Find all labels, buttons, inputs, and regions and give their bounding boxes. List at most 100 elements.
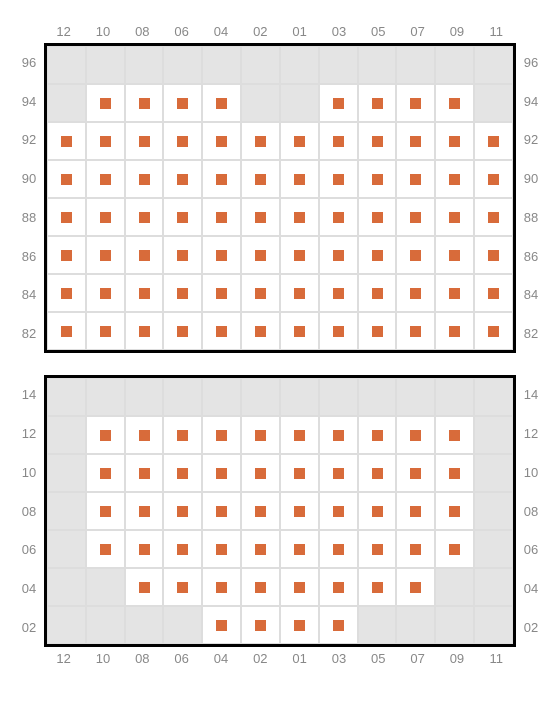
slot-active[interactable] [125, 492, 164, 530]
slot-active[interactable] [435, 84, 474, 122]
slot-active[interactable] [396, 568, 435, 606]
slot-active[interactable] [125, 122, 164, 160]
slot-active[interactable] [474, 236, 513, 274]
slot-active[interactable] [358, 530, 397, 568]
slot-active[interactable] [47, 312, 86, 350]
slot-active[interactable] [86, 122, 125, 160]
slot-active[interactable] [125, 236, 164, 274]
slot-active[interactable] [202, 122, 241, 160]
slot-active[interactable] [319, 530, 358, 568]
slot-active[interactable] [125, 84, 164, 122]
slot-active[interactable] [319, 454, 358, 492]
slot-active[interactable] [358, 492, 397, 530]
slot-active[interactable] [435, 530, 474, 568]
slot-active[interactable] [86, 530, 125, 568]
slot-active[interactable] [47, 122, 86, 160]
slot-active[interactable] [396, 198, 435, 236]
slot-active[interactable] [319, 274, 358, 312]
slot-active[interactable] [358, 84, 397, 122]
slot-active[interactable] [396, 312, 435, 350]
slot-active[interactable] [358, 160, 397, 198]
slot-active[interactable] [396, 274, 435, 312]
slot-active[interactable] [396, 122, 435, 160]
slot-active[interactable] [319, 312, 358, 350]
slot-active[interactable] [435, 416, 474, 454]
slot-active[interactable] [163, 84, 202, 122]
slot-active[interactable] [280, 160, 319, 198]
slot-active[interactable] [280, 198, 319, 236]
slot-active[interactable] [319, 160, 358, 198]
slot-active[interactable] [163, 530, 202, 568]
slot-active[interactable] [319, 198, 358, 236]
slot-active[interactable] [358, 568, 397, 606]
slot-active[interactable] [358, 416, 397, 454]
slot-active[interactable] [358, 454, 397, 492]
slot-active[interactable] [280, 274, 319, 312]
slot-active[interactable] [86, 236, 125, 274]
slot-active[interactable] [86, 492, 125, 530]
slot-active[interactable] [202, 606, 241, 644]
slot-active[interactable] [163, 492, 202, 530]
slot-active[interactable] [241, 454, 280, 492]
slot-active[interactable] [163, 312, 202, 350]
slot-active[interactable] [358, 312, 397, 350]
slot-active[interactable] [474, 160, 513, 198]
slot-active[interactable] [86, 274, 125, 312]
slot-active[interactable] [435, 274, 474, 312]
slot-active[interactable] [47, 198, 86, 236]
slot-active[interactable] [202, 568, 241, 606]
slot-active[interactable] [280, 312, 319, 350]
slot-active[interactable] [358, 122, 397, 160]
slot-active[interactable] [241, 606, 280, 644]
slot-active[interactable] [86, 312, 125, 350]
slot-active[interactable] [435, 122, 474, 160]
slot-active[interactable] [202, 160, 241, 198]
slot-active[interactable] [319, 416, 358, 454]
slot-active[interactable] [202, 416, 241, 454]
slot-active[interactable] [241, 416, 280, 454]
slot-active[interactable] [241, 198, 280, 236]
slot-active[interactable] [163, 568, 202, 606]
slot-active[interactable] [202, 530, 241, 568]
slot-active[interactable] [319, 122, 358, 160]
slot-active[interactable] [125, 198, 164, 236]
slot-active[interactable] [280, 492, 319, 530]
slot-active[interactable] [125, 312, 164, 350]
slot-active[interactable] [358, 236, 397, 274]
slot-active[interactable] [202, 84, 241, 122]
slot-active[interactable] [280, 236, 319, 274]
slot-active[interactable] [474, 198, 513, 236]
slot-active[interactable] [358, 274, 397, 312]
slot-active[interactable] [474, 274, 513, 312]
slot-active[interactable] [280, 454, 319, 492]
slot-active[interactable] [125, 454, 164, 492]
slot-active[interactable] [280, 568, 319, 606]
slot-active[interactable] [241, 568, 280, 606]
slot-active[interactable] [241, 274, 280, 312]
slot-active[interactable] [319, 568, 358, 606]
slot-active[interactable] [202, 454, 241, 492]
slot-active[interactable] [474, 312, 513, 350]
slot-active[interactable] [280, 122, 319, 160]
slot-active[interactable] [125, 530, 164, 568]
slot-active[interactable] [319, 492, 358, 530]
slot-active[interactable] [396, 454, 435, 492]
slot-active[interactable] [358, 198, 397, 236]
slot-active[interactable] [241, 530, 280, 568]
slot-active[interactable] [435, 160, 474, 198]
slot-active[interactable] [202, 236, 241, 274]
slot-active[interactable] [202, 198, 241, 236]
slot-active[interactable] [474, 122, 513, 160]
slot-active[interactable] [241, 236, 280, 274]
slot-active[interactable] [47, 236, 86, 274]
slot-active[interactable] [435, 312, 474, 350]
slot-active[interactable] [86, 198, 125, 236]
slot-active[interactable] [86, 416, 125, 454]
slot-active[interactable] [241, 160, 280, 198]
slot-active[interactable] [163, 122, 202, 160]
slot-active[interactable] [435, 454, 474, 492]
slot-active[interactable] [241, 492, 280, 530]
slot-active[interactable] [396, 236, 435, 274]
slot-active[interactable] [396, 530, 435, 568]
slot-active[interactable] [163, 160, 202, 198]
